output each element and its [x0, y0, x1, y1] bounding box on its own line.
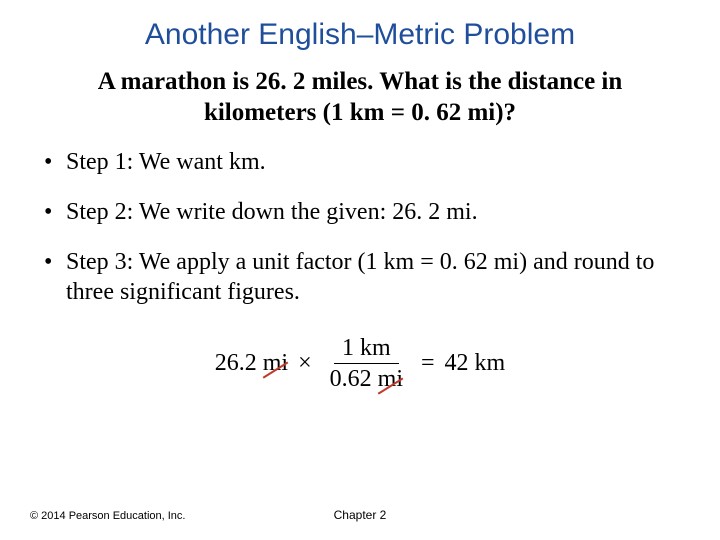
- den-value: 0.62: [330, 366, 372, 392]
- fraction-denominator: 0.62 mi: [322, 364, 411, 392]
- slide-title: Another English–Metric Problem: [30, 18, 690, 52]
- rhs-result: 42 km: [445, 350, 506, 377]
- unit-conversion-equation: 26.2 mi × 1 km 0.62 mi = 42 km: [30, 335, 690, 393]
- question-line-1: A marathon is 26. 2 miles. What is the d…: [98, 68, 623, 95]
- chapter-label: Chapter 2: [0, 508, 720, 522]
- unit-factor-fraction: 1 km 0.62 mi: [322, 335, 411, 393]
- lhs: 26.2 mi: [215, 350, 288, 377]
- equals-symbol: =: [421, 350, 435, 377]
- step-2: Step 2: We write down the given: 26. 2 m…: [40, 197, 680, 227]
- fraction-numerator: 1 km: [334, 335, 399, 364]
- steps-list: Step 1: We want km. Step 2: We write dow…: [40, 147, 680, 307]
- problem-statement: A marathon is 26. 2 miles. What is the d…: [50, 66, 670, 129]
- times-symbol: ×: [298, 350, 312, 377]
- den-unit-cancelled: mi: [378, 366, 403, 392]
- lhs-unit-cancelled: mi: [263, 350, 288, 377]
- question-line-2: kilometers (1 km = 0. 62 mi)?: [204, 99, 516, 126]
- slide: Another English–Metric Problem A maratho…: [0, 0, 720, 540]
- step-1: Step 1: We want km.: [40, 147, 680, 177]
- lhs-value: 26.2: [215, 350, 257, 376]
- step-3: Step 3: We apply a unit factor (1 km = 0…: [40, 247, 680, 307]
